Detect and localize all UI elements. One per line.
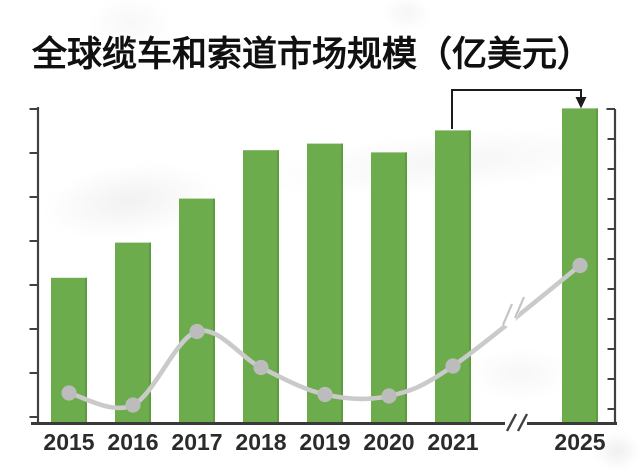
x-label-2018: 2018 [235,429,286,455]
x-label-2015: 2015 [43,429,94,455]
bar-2018 [243,150,279,423]
annotation-arrow-line [451,89,582,129]
line-dot-2020 [381,388,397,404]
line-dot-2019 [317,386,333,403]
x-label-2017: 2017 [171,429,222,455]
bar-2017 [179,198,215,423]
line-dot-2018 [253,359,269,376]
bar-edge [596,108,598,424]
bar-edge [149,242,151,423]
line-dot-2017 [189,323,205,340]
x-axis-break-slash [505,413,518,432]
bar-2015 [51,277,87,423]
bar-edge [277,150,279,423]
bar-edge [85,277,87,423]
bar-2020 [371,152,407,423]
line-dot-2021 [445,358,461,374]
x-label-2021: 2021 [427,429,478,455]
x-label-2016: 2016 [107,429,158,455]
trend-line-break-gap [500,298,524,329]
line-dot-2016 [125,397,141,413]
bar-2021 [435,130,471,423]
x-label-2025: 2025 [554,429,605,455]
bar-edge [469,130,471,423]
x-axis-break-slash [516,413,529,432]
bar-edge [341,143,343,423]
bar-2019 [307,143,343,423]
annotation-arrow-head-icon [575,97,587,109]
x-label-2019: 2019 [299,429,350,455]
line-dot-2015 [61,385,77,401]
bar-edge [213,198,215,423]
x-label-2020: 2020 [363,429,414,455]
trend-line-break-slash [513,296,526,319]
trend-line-break-slash [501,303,514,326]
x-axis-break-gap [505,416,527,431]
chart-title: 全球缆车和索道市场规模（亿美元） [32,35,593,74]
bar-edge [405,152,407,423]
line-dot-2025 [572,257,588,274]
